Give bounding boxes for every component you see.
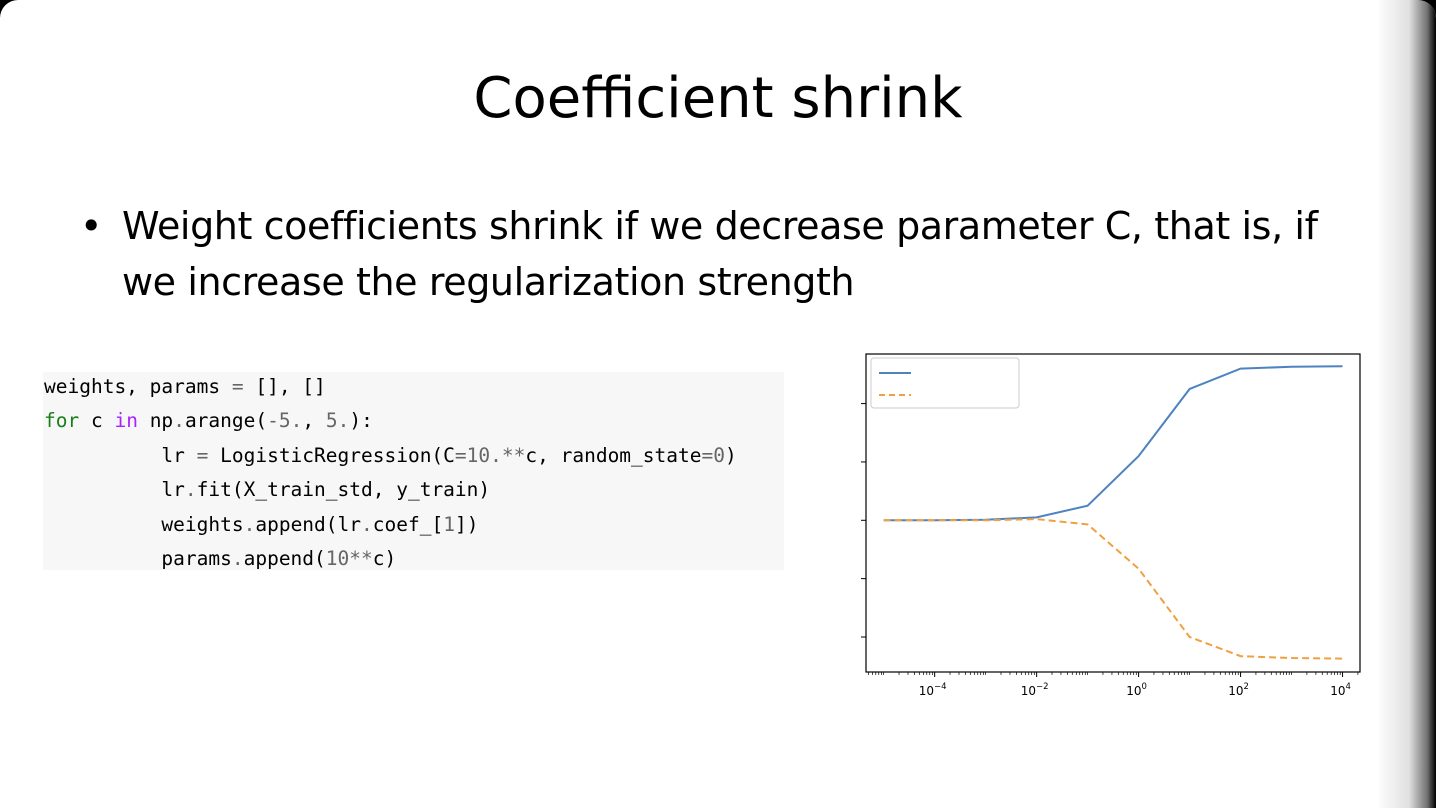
x-tick-label: 102 <box>1228 682 1249 698</box>
code-token: = <box>196 443 209 467</box>
code-line: lr.fit(X_train_std, y_train) <box>44 477 490 511</box>
code-token: ** <box>501 443 526 467</box>
code-token: = <box>701 443 714 467</box>
code-token: ** <box>349 547 373 570</box>
slide-title: Coefficient shrink <box>473 66 963 131</box>
legend-box <box>870 357 1020 409</box>
axes-frame <box>865 353 1361 673</box>
x-tick-exponent: 4 <box>1345 682 1350 692</box>
x-tick-base: 10 <box>1330 684 1345 698</box>
code-token: . <box>361 512 373 536</box>
x-tick-label: 104 <box>1330 682 1351 698</box>
code-line: params.append(10**c) <box>44 546 396 580</box>
code-token: 1 <box>443 512 455 536</box>
code-token: . <box>184 478 197 502</box>
x-tick-base: 10 <box>1228 684 1243 698</box>
code-token: = <box>454 443 467 467</box>
code-line: for c in np.arange(-5., 5.): <box>44 408 373 442</box>
code-token: LogisticRegression(C <box>208 443 455 467</box>
code-token: coef_[ <box>372 512 444 536</box>
code-block: weights, params = [], [] for c in np.aran… <box>43 372 784 570</box>
code-token: 5. <box>325 409 350 433</box>
x-tick-exponent: −4 <box>934 682 947 692</box>
code-token: append(lr <box>255 512 362 536</box>
code-token: params <box>44 547 232 570</box>
code-token: 10 <box>325 547 350 570</box>
code-token: weights <box>44 512 244 536</box>
code-token: lr <box>44 478 185 502</box>
window-edge-shadow <box>1376 0 1436 808</box>
plot-area: 10−4 10−2 100 102 104 <box>861 353 1361 698</box>
code-line: weights, params = [], [] <box>44 374 326 408</box>
code-token: weights, params <box>44 375 232 398</box>
code-token: 0 <box>713 443 725 467</box>
chart: 10−4 10−2 100 102 104 <box>861 353 1361 698</box>
x-tick-exponent: 0 <box>1142 682 1147 692</box>
code-token: ) <box>725 443 737 467</box>
code-token: -5. <box>267 409 303 433</box>
code-token: fit(X_train_std, y_train) <box>196 478 491 502</box>
bullet-dot: • <box>80 204 103 248</box>
x-tick-label: 10−4 <box>919 682 947 698</box>
code-token: in <box>114 409 138 433</box>
bullet-text: Weight coefficients shrink if we decreas… <box>122 204 1318 304</box>
code-token: for <box>44 409 80 433</box>
code-token: c <box>79 409 115 433</box>
code-token: c, random_state <box>525 443 702 467</box>
code-token: append( <box>243 547 326 570</box>
code-line: weights.append(lr.coef_[1]) <box>44 512 478 546</box>
x-tick-exponent: −2 <box>1036 682 1049 692</box>
code-line: lr = LogisticRegression(C=10.**c, random… <box>44 443 737 477</box>
x-tick-base: 10 <box>1126 684 1141 698</box>
code-token: arange( <box>184 409 268 433</box>
code-token: np <box>137 409 174 433</box>
code-token: . <box>243 512 256 536</box>
code-token: . <box>231 547 244 570</box>
code-token: [], [] <box>243 375 326 398</box>
x-tick-label: 100 <box>1126 682 1147 698</box>
x-tick-label: 10−2 <box>1021 682 1049 698</box>
series-line-petal-width <box>883 518 1343 660</box>
x-tick-base: 10 <box>919 684 934 698</box>
code-token: = <box>231 375 244 398</box>
code-token: , <box>302 409 326 433</box>
series-line-petal-length <box>883 365 1343 522</box>
code-token: ): <box>349 409 373 433</box>
code-token: ]) <box>454 512 479 536</box>
x-tick-exponent: 2 <box>1244 682 1249 692</box>
x-tick-base: 10 <box>1021 684 1036 698</box>
code-token: lr <box>44 443 197 467</box>
code-token: c) <box>372 547 397 570</box>
code-token: . <box>173 409 185 433</box>
code-token: 10. <box>466 443 502 467</box>
